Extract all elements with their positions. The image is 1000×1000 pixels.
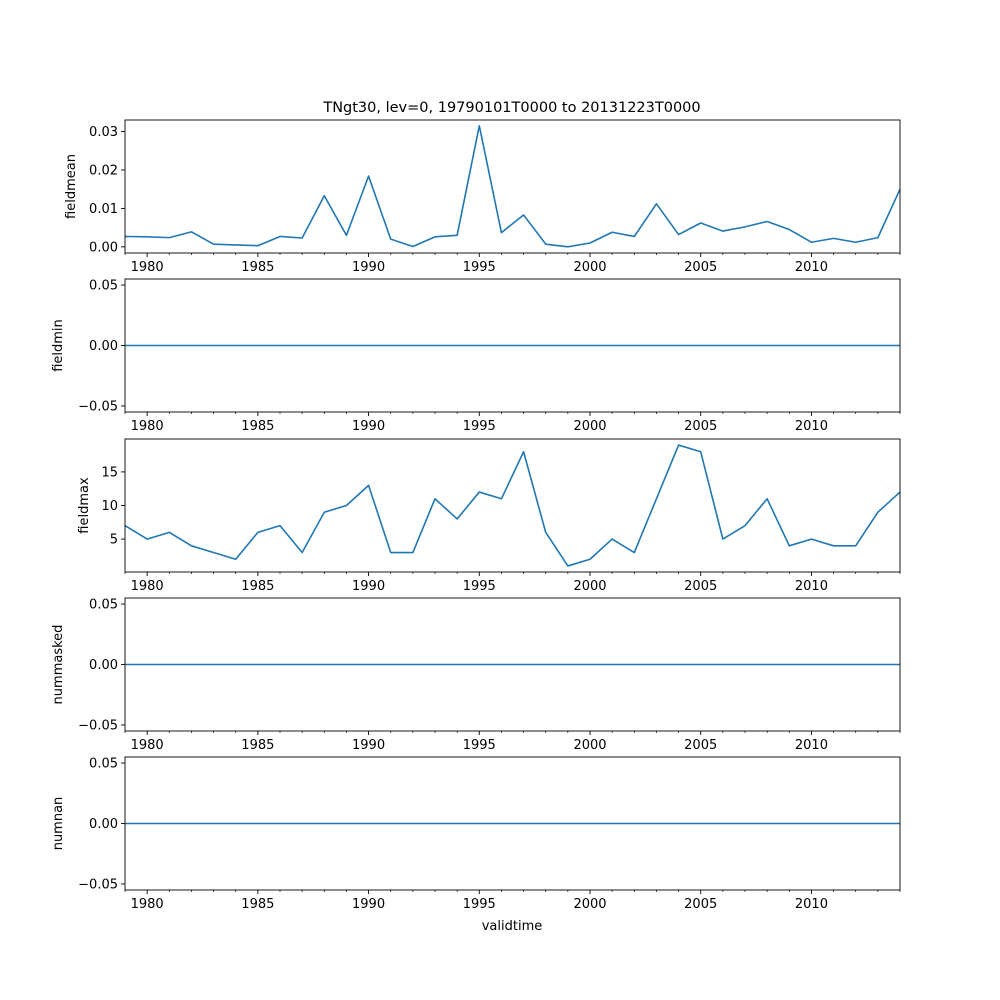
panel-fieldmax: 5 10 15 1980 1985 1990 1995 2000 2005 2010 fieldma…	[77, 438, 901, 594]
y-tick-label-numnan: 0.00	[89, 817, 118, 832]
x-tick-label: 2010	[795, 579, 828, 594]
y-tick-label-fieldmean: 0.00	[89, 240, 118, 255]
y-tick-label-fieldmax: 15	[101, 465, 118, 480]
x-tick-label: 2000	[573, 419, 606, 434]
x-tick-label: 2005	[684, 897, 717, 912]
chart-title: TNgt30, lev=0, 19790101T0000 to 20131223…	[322, 100, 700, 116]
panel-fieldmin: −0.05 0.00 0.05 1980 1985 1990 1995 2000 2005 201…	[51, 279, 901, 434]
y-axis-label-nummasked: nummasked	[51, 625, 66, 705]
x-tick-label: 1995	[463, 419, 496, 434]
x-tick-label: 2000	[573, 260, 606, 275]
x-tick-label: 1985	[241, 897, 274, 912]
panel-nummasked: −0.05 0.00 0.05 1980 1985 1990 1995 2000 2005 201…	[51, 598, 901, 753]
x-axis-label: validtime	[482, 919, 543, 934]
x-tick-label: 2010	[795, 419, 828, 434]
x-tick-label: 1995	[463, 897, 496, 912]
x-tick-label: 2010	[795, 897, 828, 912]
y-axis-label-fieldmin: fieldmin	[51, 319, 66, 372]
y-tick-label-fieldmin: −0.05	[78, 399, 118, 414]
y-tick-label-fieldmean: 0.03	[89, 125, 118, 140]
x-tick-label: 1990	[352, 579, 385, 594]
x-tick-label: 2010	[795, 260, 828, 275]
y-tick-label-fieldmin: 0.05	[89, 279, 118, 294]
panel-numnan: −0.05 0.00 0.05 1980 1985 1990 1995 2000 2005 201…	[51, 757, 901, 912]
y-tick-label-fieldmean: 0.02	[89, 163, 118, 178]
series-line-fieldmax	[124, 444, 901, 567]
panel-fieldmean: 0.00 0.01 0.02 0.03 1980 1985 1990 1995 2000 2005…	[64, 119, 901, 275]
y-tick-label-nummasked: 0.05	[89, 598, 118, 613]
x-tick-label: 1990	[352, 419, 385, 434]
y-tick-label-fieldmax: 5	[110, 533, 118, 548]
x-tick-label: 2000	[573, 897, 606, 912]
x-tick-label: 1995	[463, 738, 496, 753]
y-axis-label-fieldmax: fieldmax	[77, 477, 92, 534]
y-tick-label-nummasked: −0.05	[78, 718, 118, 733]
x-tick-label: 1980	[131, 419, 164, 434]
x-tick-label: 1980	[131, 897, 164, 912]
x-tick-label: 2010	[795, 738, 828, 753]
y-axis-label-fieldmean: fieldmean	[64, 154, 79, 219]
x-tick-label: 1980	[131, 260, 164, 275]
x-tick-label: 1980	[131, 579, 164, 594]
series-line-fieldmean	[124, 124, 901, 248]
y-tick-label-nummasked: 0.00	[89, 658, 118, 673]
x-tick-label: 1985	[241, 419, 274, 434]
panels: 0.00 0.01 0.02 0.03 1980 1985 1990 1995 2000 2005…	[51, 119, 901, 912]
x-tick-label: 2000	[573, 738, 606, 753]
x-tick-label: 1980	[131, 738, 164, 753]
x-tick-label: 1985	[241, 738, 274, 753]
y-tick-label-numnan: −0.05	[78, 877, 118, 892]
x-tick-label: 1995	[463, 260, 496, 275]
x-tick-label: 1995	[463, 579, 496, 594]
x-tick-label: 1990	[352, 738, 385, 753]
y-axis-label-numnan: numnan	[51, 797, 66, 851]
x-tick-label: 1990	[352, 260, 385, 275]
x-tick-label: 2005	[684, 260, 717, 275]
x-tick-label: 2000	[573, 579, 606, 594]
y-tick-label-numnan: 0.05	[89, 757, 118, 772]
y-tick-label-fieldmin: 0.00	[89, 339, 118, 354]
x-tick-label: 2005	[684, 579, 717, 594]
y-tick-label-fieldmean: 0.01	[89, 202, 118, 217]
axes-frame-fieldmean	[124, 119, 901, 254]
x-tick-label: 2005	[684, 738, 717, 753]
x-tick-label: 2005	[684, 419, 717, 434]
x-tick-label: 1985	[241, 579, 274, 594]
y-tick-label-fieldmax: 10	[101, 499, 118, 514]
x-tick-label: 1990	[352, 897, 385, 912]
x-tick-label: 1985	[241, 260, 274, 275]
